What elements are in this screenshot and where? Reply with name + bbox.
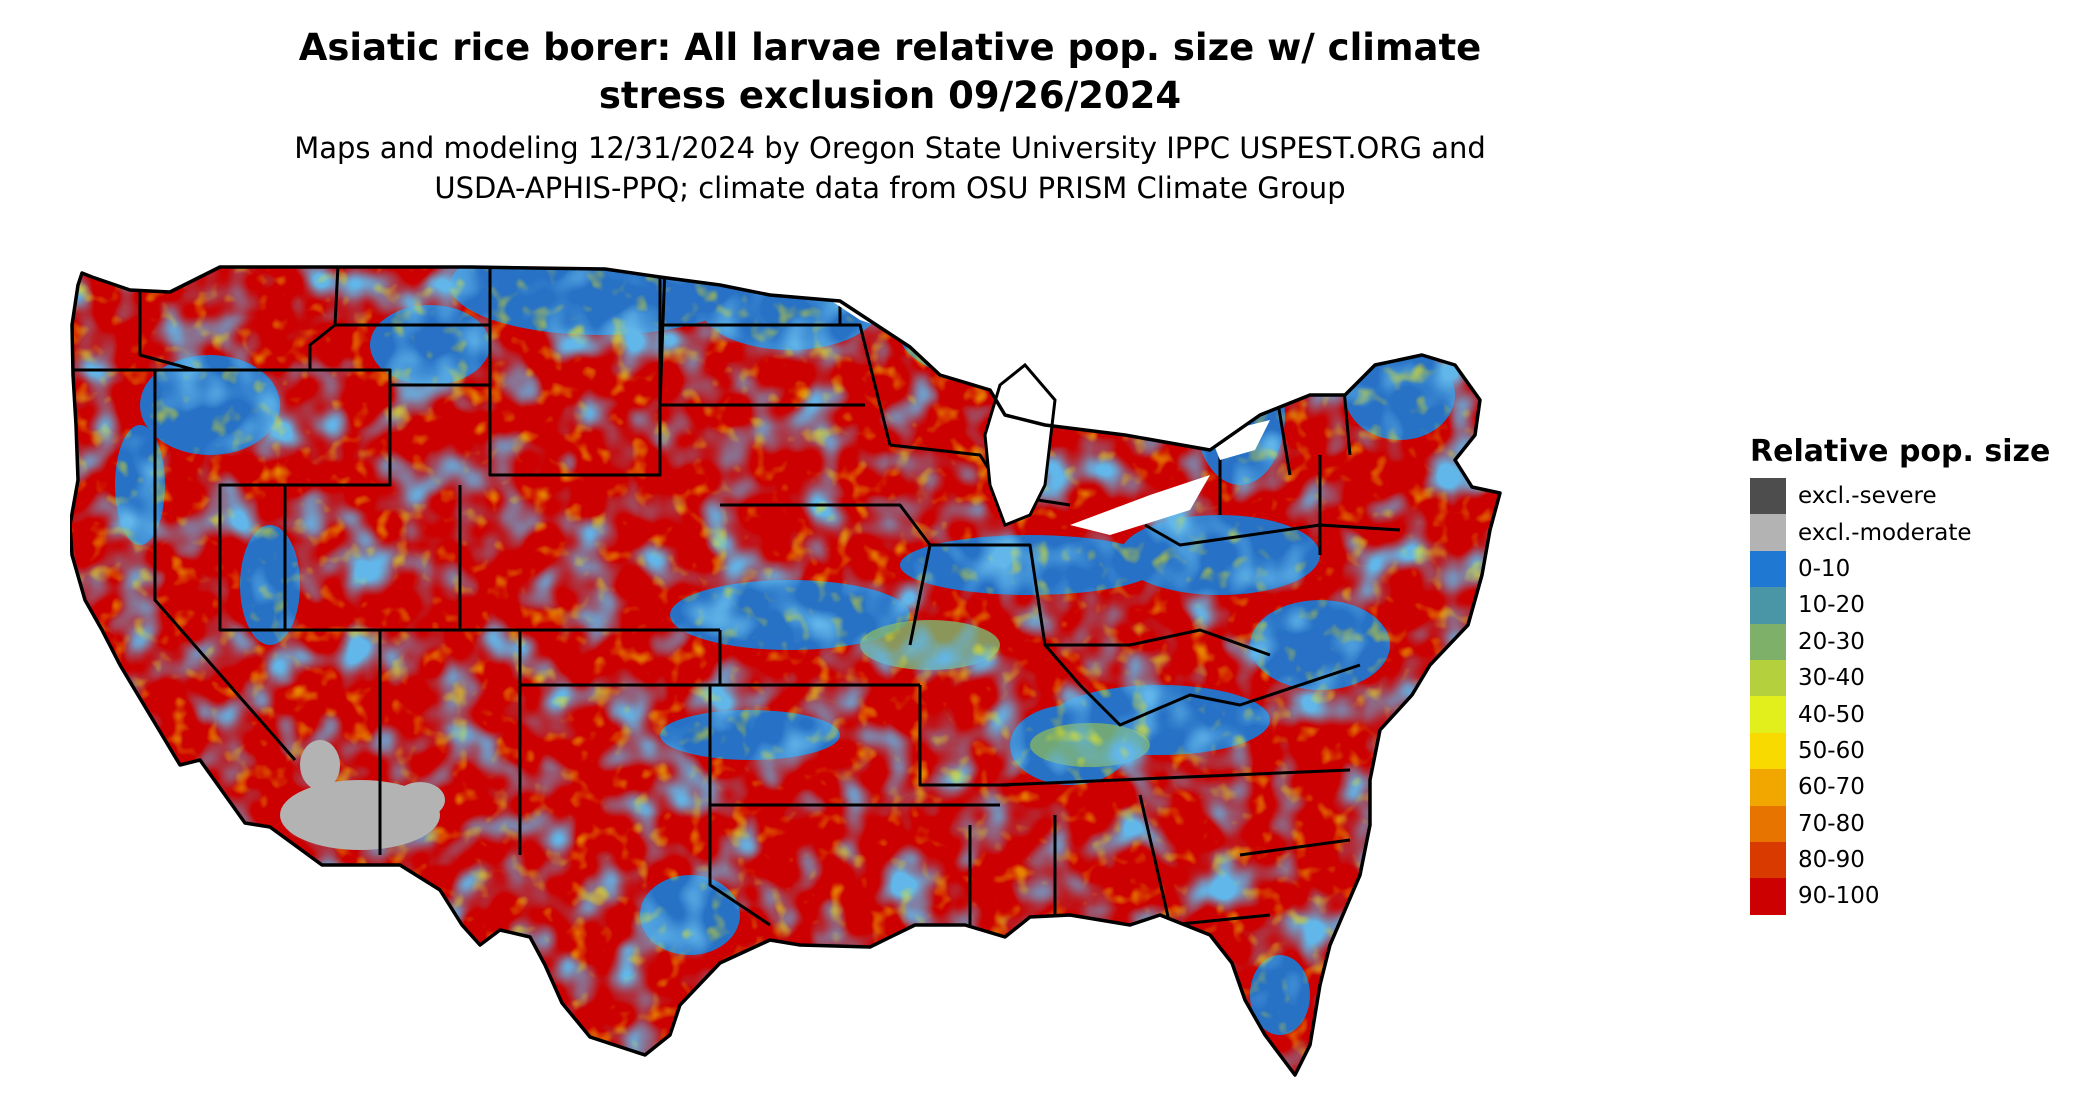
legend-label: excl.-severe bbox=[1798, 483, 1937, 510]
legend-item: 50-60 bbox=[1750, 732, 2050, 770]
legend-label: 0-10 bbox=[1798, 555, 1851, 582]
legend-item: 20-30 bbox=[1750, 623, 2050, 660]
legend-swatch bbox=[1750, 878, 1786, 915]
legend: Relative pop. size excl.-severe excl.-mod… bbox=[1750, 432, 2050, 915]
legend-item: 60-70 bbox=[1750, 769, 2050, 806]
legend-swatch bbox=[1750, 732, 1786, 770]
map-title: Asiatic rice borer: All larvae relative … bbox=[130, 24, 1650, 120]
subtitle-line-2: USDA-APHIS-PPQ; climate data from OSU PR… bbox=[434, 171, 1346, 205]
legend-item: 30-40 bbox=[1750, 659, 2050, 697]
legend-swatch bbox=[1750, 550, 1786, 588]
legend-item: 70-80 bbox=[1750, 805, 2050, 842]
legend-label: 10-20 bbox=[1798, 592, 1865, 619]
subtitle-line-1: Maps and modeling 12/31/2024 by Oregon S… bbox=[294, 131, 1486, 165]
us-population-map bbox=[70, 265, 1502, 1077]
legend-items: excl.-severe excl.-moderate 0-10 10-20 20-30… bbox=[1750, 478, 2050, 915]
legend-swatch bbox=[1750, 587, 1786, 624]
legend-label: 20-30 bbox=[1798, 628, 1865, 655]
legend-label: 70-80 bbox=[1798, 810, 1865, 837]
legend-item: 80-90 bbox=[1750, 841, 2050, 879]
legend-label: excl.-moderate bbox=[1798, 519, 1972, 546]
legend-label: 80-90 bbox=[1798, 847, 1865, 874]
legend-item: excl.-severe bbox=[1750, 478, 2050, 515]
legend-swatch bbox=[1750, 659, 1786, 697]
legend-item: 10-20 bbox=[1750, 587, 2050, 624]
population-raster bbox=[70, 267, 1500, 1075]
legend-item: 90-100 bbox=[1750, 878, 2050, 915]
legend-swatch bbox=[1750, 696, 1786, 733]
map-subtitle: Maps and modeling 12/31/2024 by Oregon S… bbox=[130, 128, 1650, 208]
legend-item: 40-50 bbox=[1750, 696, 2050, 733]
legend-label: 40-50 bbox=[1798, 701, 1865, 728]
legend-title: Relative pop. size bbox=[1750, 434, 2051, 469]
legend-item: 0-10 bbox=[1750, 550, 2050, 588]
title-line-2: stress exclusion 09/26/2024 bbox=[598, 74, 1182, 117]
legend-item: excl.-moderate bbox=[1750, 514, 2050, 551]
legend-swatch bbox=[1750, 769, 1786, 806]
legend-label: 30-40 bbox=[1798, 665, 1865, 692]
legend-swatch bbox=[1750, 514, 1786, 551]
title-line-1: Asiatic rice borer: All larvae relative … bbox=[298, 26, 1482, 69]
legend-swatch bbox=[1750, 841, 1786, 879]
legend-label: 50-60 bbox=[1798, 737, 1865, 764]
legend-label: 60-70 bbox=[1798, 774, 1865, 801]
legend-swatch bbox=[1750, 805, 1786, 842]
legend-swatch bbox=[1750, 478, 1786, 515]
legend-swatch bbox=[1750, 623, 1786, 660]
legend-label: 90-100 bbox=[1798, 883, 1880, 910]
